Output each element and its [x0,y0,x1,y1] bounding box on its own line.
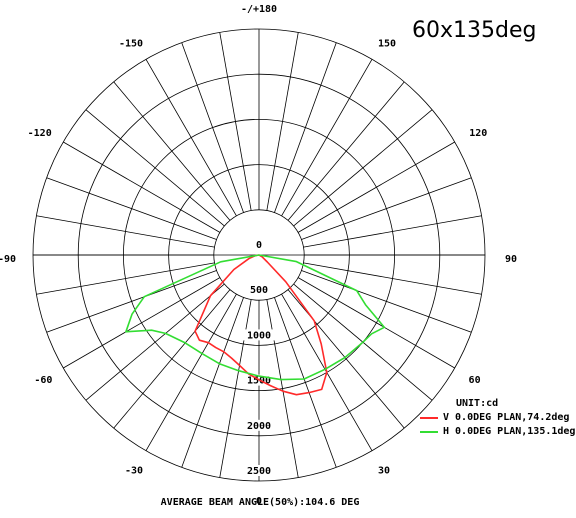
grid-spoke [181,297,244,468]
radial-tick-label: 2500 [247,466,271,477]
radial-tick-bg [243,239,275,250]
angle-tick-label: -120 [28,128,52,139]
radial-tick-label: 1500 [247,376,271,387]
grid-spoke [287,81,405,221]
angle-tick-label: 60 [469,375,481,386]
grid-spoke [63,277,221,369]
grid-spoke [303,262,482,295]
radial-tick-bg [243,419,275,431]
grid-spoke [46,177,217,240]
grid-spoke [274,42,337,213]
grid-spoke [36,215,215,248]
angle-tick-label: 0 [256,496,262,507]
legend: UNIT:cd V 0.0DEG PLAN,74.2deg H 0.0DEG P… [420,397,575,439]
radial-tick-label: 1000 [247,330,271,341]
radial-tick-label: 0 [256,240,262,251]
grid-spoke [303,215,482,248]
grid-spoke [145,59,237,217]
grid-spoke [219,299,252,478]
radial-tick-bg [243,465,275,476]
angle-tick-label: 90 [505,254,517,265]
legend-item-h: H 0.0DEG PLAN,135.1deg [420,425,575,439]
legend-swatch-h [420,431,438,433]
grid-spoke [36,262,215,295]
grid-spoke [266,32,299,211]
angle-tick-label: -90 [0,254,16,265]
angle-tick-label: 30 [378,466,390,477]
angle-tick-label: -150 [119,39,143,50]
grid-spoke [281,59,373,217]
grid-spoke [301,177,472,240]
series-line-h [125,254,386,381]
grid-spoke [297,277,455,369]
chart-title: 60x135deg [412,18,537,43]
grid-spoke [274,297,337,468]
grid-spoke [266,299,299,478]
grid-spoke [63,141,221,233]
grid-spoke [293,109,433,227]
angle-tick-label: -30 [125,466,143,477]
grid-spoke [113,289,231,429]
radial-tick-label: 500 [250,285,268,296]
legend-label-h: H 0.0DEG PLAN,135.1deg [443,426,576,437]
radial-tick-label: 2000 [247,421,271,432]
grid-spoke [113,81,231,221]
grid-spoke [301,270,472,333]
grid-spoke [219,32,252,211]
beam-angle-footer: AVERAGE BEAM ANGLE(50%):104.6 DEG [160,497,360,508]
angle-tick-label: 120 [469,128,487,139]
grid-spoke [287,289,405,429]
angle-tick-label: -/+180 [241,4,277,15]
grid-spoke [85,283,225,401]
legend-item-v: V 0.0DEG PLAN,74.2deg [420,411,575,425]
radial-tick-bg [243,284,275,296]
grid-spoke [85,109,225,227]
grid-spoke [181,42,244,213]
grid-spoke [46,270,217,333]
grid-spoke [297,141,455,233]
series-line-v [194,254,328,396]
legend-swatch-v [420,417,438,419]
grid-spoke [145,293,237,451]
angle-tick-label: 150 [378,39,396,50]
legend-label-v: V 0.0DEG PLAN,74.2deg [443,412,570,423]
angle-tick-label: -60 [34,375,52,386]
radial-tick-bg [243,329,275,341]
unit-label: UNIT:cd [456,398,499,409]
